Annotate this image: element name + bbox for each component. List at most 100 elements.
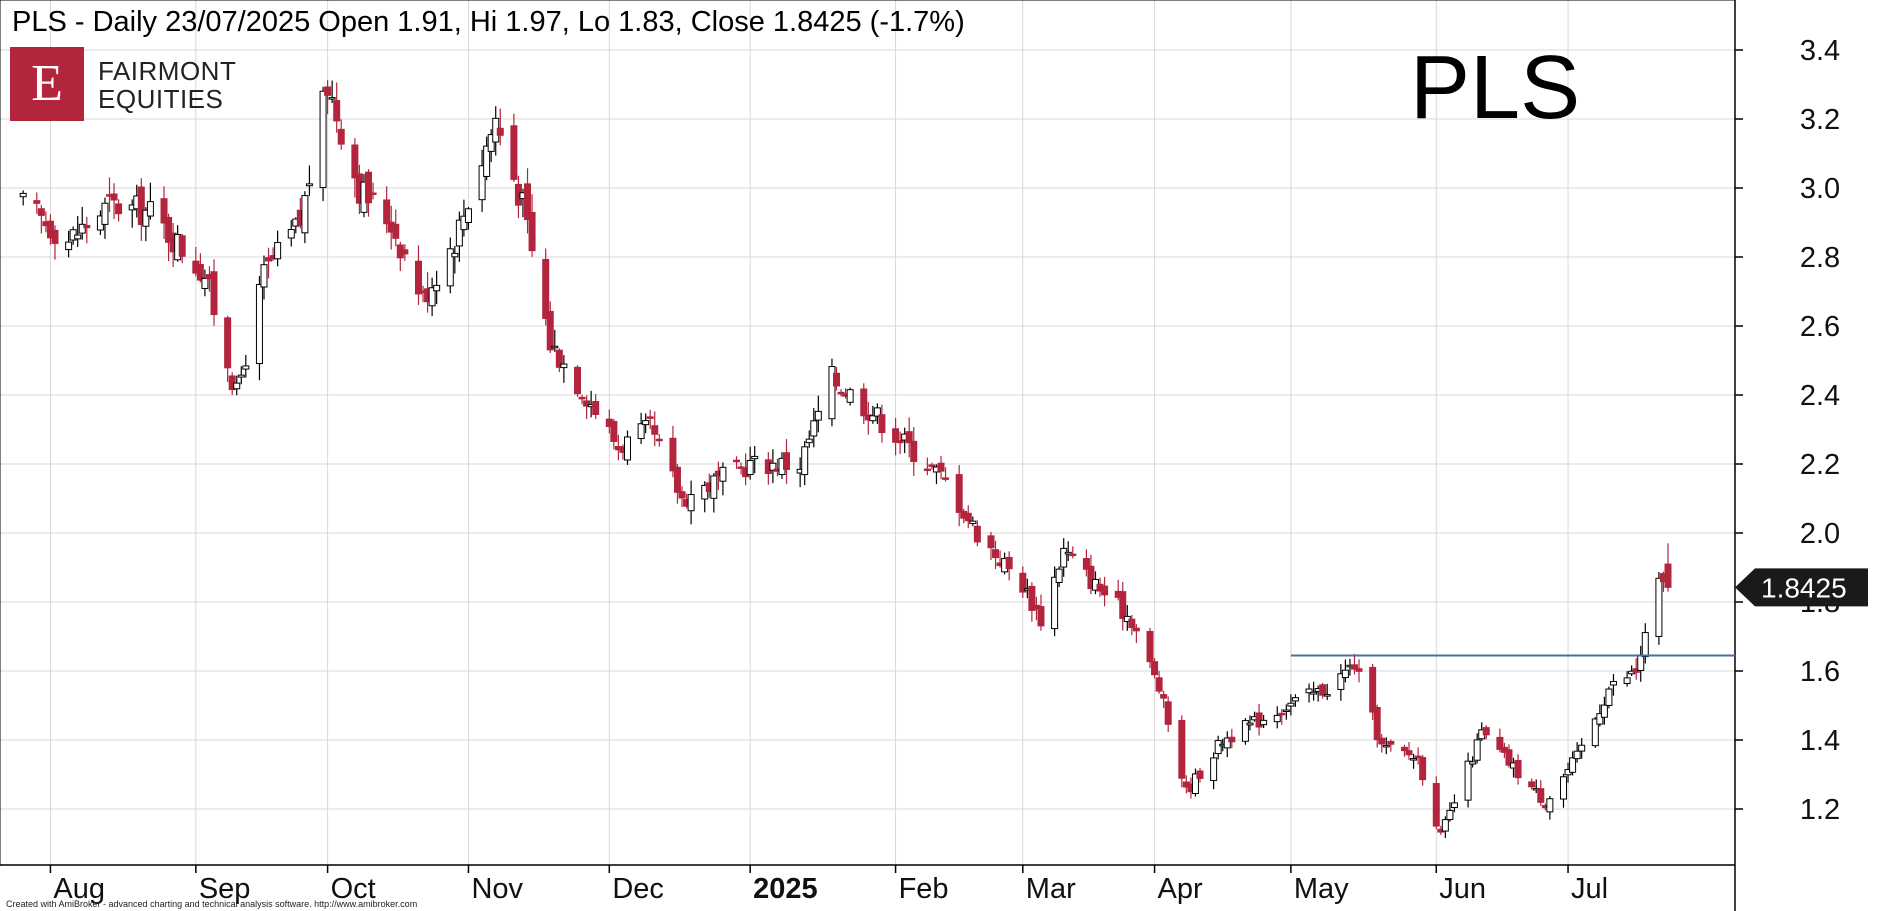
candle-body — [1060, 547, 1068, 568]
candle-body — [487, 134, 495, 152]
candle-body — [1591, 718, 1599, 747]
candle-body — [1223, 737, 1231, 749]
candle-body — [542, 258, 550, 319]
candle-body — [1596, 713, 1604, 725]
chart-title: PLS - Daily 23/07/2025 Open 1.91, Hi 1.9… — [12, 6, 965, 38]
candle-body — [1496, 736, 1504, 750]
candle-body — [478, 165, 486, 201]
candle-body — [1578, 744, 1586, 752]
candle-body — [642, 420, 650, 426]
candlesticks — [19, 80, 1672, 839]
candle-body — [1573, 750, 1581, 760]
candle-body — [1214, 740, 1222, 755]
candle-body — [1291, 697, 1299, 702]
candle-body — [1546, 798, 1554, 813]
candle-body — [1037, 606, 1045, 627]
candle-body — [1464, 760, 1472, 801]
candle-body — [165, 216, 173, 243]
candle-body — [524, 183, 532, 221]
candle-body — [923, 468, 931, 472]
candle-body — [655, 438, 663, 442]
candle-body — [546, 310, 554, 351]
y-tick-label: 1.4 — [1800, 725, 1840, 757]
y-tick-label: 1.2 — [1800, 794, 1840, 826]
logo-line-1: FAIRMONT — [98, 56, 237, 86]
candle-body — [1441, 819, 1449, 832]
candle-body — [464, 208, 472, 223]
candle-body — [1196, 770, 1204, 779]
candle-body — [1410, 758, 1418, 761]
candle-body — [1028, 585, 1036, 611]
candle-body — [428, 287, 436, 307]
candle-body — [1019, 572, 1027, 593]
candle-body — [1178, 719, 1186, 779]
logo-line-2: EQUITIES — [98, 84, 224, 114]
candle-body — [1128, 618, 1136, 628]
candle-body — [1355, 668, 1363, 672]
last-price-label: 1.8425 — [1761, 572, 1847, 603]
candle-body — [623, 436, 631, 461]
candle-body — [37, 208, 45, 216]
candle-body — [201, 277, 209, 289]
candle-body — [137, 186, 145, 226]
candle-body — [1260, 719, 1268, 726]
candle-body — [1323, 694, 1331, 697]
x-axis: Aug Sep Oct Nov Dec 2025 Feb Mar Apr May Jun Jul — [49, 865, 1608, 905]
candle-body — [446, 248, 454, 287]
candle-body — [1087, 565, 1095, 590]
candle-body — [1514, 759, 1522, 779]
candle-body — [751, 455, 759, 460]
candle-body — [701, 484, 709, 500]
candle-body — [1664, 563, 1672, 588]
candle-body — [646, 416, 654, 419]
candle-body — [160, 198, 168, 224]
candle-body — [987, 535, 995, 549]
candle-body — [1537, 788, 1545, 803]
candle-body — [1082, 558, 1090, 570]
y-tick-label: 2.4 — [1800, 380, 1840, 412]
candle-body — [878, 414, 886, 434]
candle-body — [673, 466, 681, 493]
candle-body — [1387, 741, 1395, 745]
x-tick-label: Jul — [1571, 873, 1608, 905]
candle-body — [937, 462, 945, 472]
x-tick-label: Dec — [612, 873, 664, 905]
candle-body — [414, 260, 422, 295]
y-axis: 1.21.41.61.82.02.22.42.62.83.03.23.4 — [1735, 35, 1840, 826]
candle-body — [733, 459, 741, 463]
candle-body — [955, 474, 963, 513]
candle-body — [255, 283, 263, 365]
candle-body — [401, 249, 409, 255]
candle-body — [578, 396, 586, 400]
candle-body — [455, 219, 463, 247]
candle-body — [846, 389, 854, 403]
candle-body — [1605, 688, 1613, 706]
candle-body — [1069, 553, 1077, 557]
candle-body — [592, 401, 600, 415]
x-tick-label: Apr — [1158, 873, 1203, 905]
candle-body — [1655, 577, 1663, 637]
candle-body — [1151, 661, 1159, 676]
candle-body — [1600, 704, 1608, 718]
candle-body — [560, 363, 568, 369]
candle-body — [305, 183, 313, 187]
candle-body — [583, 400, 591, 407]
candle-body — [351, 144, 359, 179]
candle-body — [1405, 750, 1413, 756]
candle-body — [19, 192, 27, 198]
candle-body — [1609, 681, 1617, 686]
candle-body — [337, 128, 345, 145]
candle-body — [1341, 669, 1349, 679]
candle-body — [1350, 664, 1358, 670]
candle-body — [392, 223, 400, 239]
candle-body — [1210, 757, 1218, 781]
candle-body — [242, 365, 250, 370]
candle-body — [805, 438, 813, 444]
candle-body — [860, 388, 868, 417]
last-price-tag: 1.8425 — [1735, 568, 1868, 607]
candle-body — [1414, 755, 1422, 759]
candle-body — [833, 372, 840, 387]
candle-body — [1051, 576, 1059, 630]
candle-body — [110, 193, 118, 201]
